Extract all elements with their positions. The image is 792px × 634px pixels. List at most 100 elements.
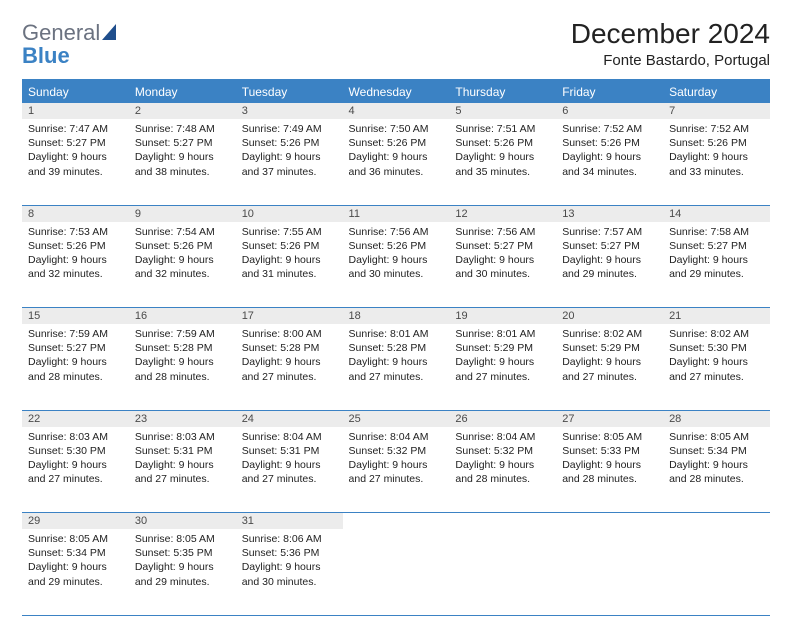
sunrise-text: Sunrise: 7:54 AM (135, 225, 230, 239)
sunrise-text: Sunrise: 7:47 AM (28, 122, 123, 136)
sunrise-text: Sunrise: 8:01 AM (349, 327, 444, 341)
sunset-text: Sunset: 5:27 PM (562, 239, 657, 253)
sunset-text: Sunset: 5:28 PM (242, 341, 337, 355)
weekday-header: Wednesday (343, 80, 450, 103)
daylight-text-2: and 27 minutes. (242, 472, 337, 486)
sunrise-text: Sunrise: 8:05 AM (562, 430, 657, 444)
sunrise-text: Sunrise: 8:01 AM (455, 327, 550, 341)
day-number (556, 513, 663, 530)
day-content-row: Sunrise: 8:03 AMSunset: 5:30 PMDaylight:… (22, 427, 770, 513)
sunset-text: Sunset: 5:26 PM (349, 239, 444, 253)
sunset-text: Sunset: 5:31 PM (242, 444, 337, 458)
daylight-text-2: and 37 minutes. (242, 165, 337, 179)
daylight-text-1: Daylight: 9 hours (562, 150, 657, 164)
daylight-text-1: Daylight: 9 hours (349, 150, 444, 164)
day-cell: Sunrise: 8:02 AMSunset: 5:30 PMDaylight:… (663, 324, 770, 410)
page-subtitle: Fonte Bastardo, Portugal (571, 52, 770, 69)
sunrise-text: Sunrise: 7:55 AM (242, 225, 337, 239)
daylight-text-1: Daylight: 9 hours (455, 355, 550, 369)
sunset-text: Sunset: 5:27 PM (455, 239, 550, 253)
day-number: 31 (236, 513, 343, 530)
daylight-text-2: and 32 minutes. (135, 267, 230, 281)
day-number: 1 (22, 103, 129, 119)
day-cell: Sunrise: 7:53 AMSunset: 5:26 PMDaylight:… (22, 222, 129, 308)
day-number: 18 (343, 308, 450, 325)
sunrise-text: Sunrise: 7:50 AM (349, 122, 444, 136)
sunset-text: Sunset: 5:29 PM (562, 341, 657, 355)
day-cell: Sunrise: 7:48 AMSunset: 5:27 PMDaylight:… (129, 119, 236, 205)
daylight-text-2: and 29 minutes. (135, 575, 230, 589)
sunrise-text: Sunrise: 8:02 AM (562, 327, 657, 341)
weekday-header: Saturday (663, 80, 770, 103)
sunrise-text: Sunrise: 7:51 AM (455, 122, 550, 136)
daylight-text-1: Daylight: 9 hours (562, 355, 657, 369)
day-number (663, 513, 770, 530)
day-cell: Sunrise: 8:03 AMSunset: 5:30 PMDaylight:… (22, 427, 129, 513)
sunset-text: Sunset: 5:26 PM (349, 136, 444, 150)
sunrise-text: Sunrise: 8:03 AM (135, 430, 230, 444)
day-number: 11 (343, 205, 450, 222)
calendar-table: SundayMondayTuesdayWednesdayThursdayFrid… (22, 79, 770, 616)
sunrise-text: Sunrise: 8:05 AM (669, 430, 764, 444)
weekday-header: Monday (129, 80, 236, 103)
day-number: 24 (236, 410, 343, 427)
day-cell: Sunrise: 7:56 AMSunset: 5:26 PMDaylight:… (343, 222, 450, 308)
day-cell: Sunrise: 8:04 AMSunset: 5:31 PMDaylight:… (236, 427, 343, 513)
daylight-text-1: Daylight: 9 hours (455, 150, 550, 164)
day-number: 2 (129, 103, 236, 119)
daylight-text-2: and 27 minutes. (349, 370, 444, 384)
title-block: December 2024 Fonte Bastardo, Portugal (571, 18, 770, 69)
sunset-text: Sunset: 5:26 PM (242, 239, 337, 253)
day-cell: Sunrise: 8:05 AMSunset: 5:35 PMDaylight:… (129, 529, 236, 615)
sunrise-text: Sunrise: 8:04 AM (242, 430, 337, 444)
daylight-text-1: Daylight: 9 hours (669, 458, 764, 472)
sunrise-text: Sunrise: 7:58 AM (669, 225, 764, 239)
day-number: 5 (449, 103, 556, 119)
sunrise-text: Sunrise: 7:56 AM (455, 225, 550, 239)
day-number: 10 (236, 205, 343, 222)
daylight-text-1: Daylight: 9 hours (349, 355, 444, 369)
daylight-text-1: Daylight: 9 hours (242, 355, 337, 369)
weekday-header: Tuesday (236, 80, 343, 103)
sunset-text: Sunset: 5:32 PM (455, 444, 550, 458)
day-number: 9 (129, 205, 236, 222)
daylight-text-2: and 28 minutes. (135, 370, 230, 384)
sunset-text: Sunset: 5:27 PM (28, 136, 123, 150)
sunset-text: Sunset: 5:30 PM (669, 341, 764, 355)
daylight-text-2: and 28 minutes. (455, 472, 550, 486)
daylight-text-2: and 30 minutes. (242, 575, 337, 589)
day-number: 13 (556, 205, 663, 222)
daylight-text-1: Daylight: 9 hours (669, 253, 764, 267)
day-cell: Sunrise: 7:57 AMSunset: 5:27 PMDaylight:… (556, 222, 663, 308)
sunrise-text: Sunrise: 7:49 AM (242, 122, 337, 136)
sunset-text: Sunset: 5:35 PM (135, 546, 230, 560)
sunrise-text: Sunrise: 7:59 AM (135, 327, 230, 341)
day-cell: Sunrise: 7:47 AMSunset: 5:27 PMDaylight:… (22, 119, 129, 205)
day-content-row: Sunrise: 7:47 AMSunset: 5:27 PM Daylight:… (22, 119, 770, 205)
day-content-row: Sunrise: 7:53 AMSunset: 5:26 PMDaylight:… (22, 222, 770, 308)
sunset-text: Sunset: 5:29 PM (455, 341, 550, 355)
day-number: 12 (449, 205, 556, 222)
day-number: 29 (22, 513, 129, 530)
daylight-text-2: and 29 minutes. (562, 267, 657, 281)
day-content-row: Sunrise: 7:59 AMSunset: 5:27 PMDaylight:… (22, 324, 770, 410)
day-number: 16 (129, 308, 236, 325)
sunrise-text: Sunrise: 8:03 AM (28, 430, 123, 444)
daylight-text-1: Daylight: 9 hours (135, 253, 230, 267)
daylight-text-2: and 27 minutes. (135, 472, 230, 486)
day-cell: Sunrise: 8:02 AMSunset: 5:29 PMDaylight:… (556, 324, 663, 410)
sunrise-text: Sunrise: 8:06 AM (242, 532, 337, 546)
day-number: 8 (22, 205, 129, 222)
day-cell: Sunrise: 7:58 AMSunset: 5:27 PMDaylight:… (663, 222, 770, 308)
day-number: 28 (663, 410, 770, 427)
daylight-text-1: Daylight: 9 hours (28, 355, 123, 369)
sunset-text: Sunset: 5:30 PM (28, 444, 123, 458)
sunrise-text: Sunrise: 8:02 AM (669, 327, 764, 341)
weekday-header: Sunday (22, 80, 129, 103)
logo-word-general: General (22, 20, 100, 45)
day-cell (556, 529, 663, 615)
daylight-text-2: and 29 minutes. (28, 575, 123, 589)
day-cell: Sunrise: 7:52 AMSunset: 5:26 PMDaylight:… (663, 119, 770, 205)
day-cell: Sunrise: 8:05 AMSunset: 5:34 PMDaylight:… (663, 427, 770, 513)
day-number: 6 (556, 103, 663, 119)
